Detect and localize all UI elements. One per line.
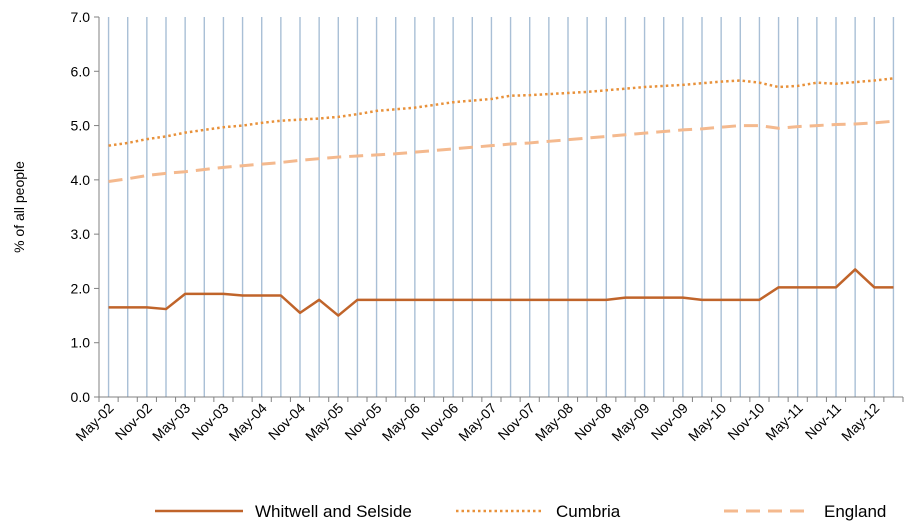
y-tick-label: 7.0 (71, 9, 91, 25)
x-tick-label: Nov-03 (188, 400, 231, 443)
series-line-england (108, 119, 894, 183)
x-tick-label: May-08 (532, 400, 576, 444)
y-tick-label: 6.0 (71, 63, 91, 79)
x-tick-label: Nov-09 (648, 400, 691, 443)
y-tick-label: 1.0 (71, 335, 91, 351)
x-tick-label: Nov-07 (495, 400, 538, 443)
x-tick-label: May-12 (838, 400, 882, 444)
x-tick-label: Nov-11 (802, 400, 845, 443)
series-line-whitwell-and-selside (108, 268, 894, 317)
vertical-gridlines (107, 17, 895, 397)
x-tick-label: Nov-06 (418, 400, 461, 443)
x-tick-label: Nov-08 (571, 400, 614, 443)
x-tick-label: Nov-04 (265, 400, 308, 443)
y-tick-label: 3.0 (71, 226, 91, 242)
y-tick-label: 2.0 (71, 280, 91, 296)
x-tick-label: May-04 (226, 400, 270, 444)
x-tick-label: May-02 (72, 400, 116, 444)
y-axis-title: % of all people (11, 161, 27, 253)
legend-label-england: England (824, 502, 886, 521)
x-tick-label: May-05 (302, 400, 346, 444)
x-tick-label: Nov-05 (341, 400, 384, 443)
x-tick-label: May-10 (685, 400, 729, 444)
axes (98, 17, 903, 398)
y-tick-labels: 0.0 1.0 2.0 3.0 4.0 5.0 6.0 7.0 (71, 9, 99, 405)
x-tick-label: May-11 (762, 400, 806, 444)
x-tick-label: Nov-10 (724, 400, 767, 443)
y-tick-label: 4.0 (71, 172, 91, 188)
legend-label-whitwell-and-selside: Whitwell and Selside (255, 502, 412, 521)
x-tick-label: May-07 (455, 400, 499, 444)
y-tick-label: 0.0 (71, 389, 91, 405)
x-tick-labels: May-02Nov-02May-03Nov-03May-04Nov-04May-… (72, 397, 904, 444)
x-tick-label: May-09 (608, 400, 652, 444)
x-tick-label: Nov-02 (112, 400, 155, 443)
data-series (108, 77, 894, 317)
x-tick-label: May-03 (149, 400, 193, 444)
x-tick-label: May-06 (379, 400, 423, 444)
y-tick-label: 5.0 (71, 118, 91, 134)
legend: Whitwell and Selside Cumbria England (155, 502, 886, 521)
legend-label-cumbria: Cumbria (556, 502, 621, 521)
series-line-cumbria (108, 77, 894, 147)
